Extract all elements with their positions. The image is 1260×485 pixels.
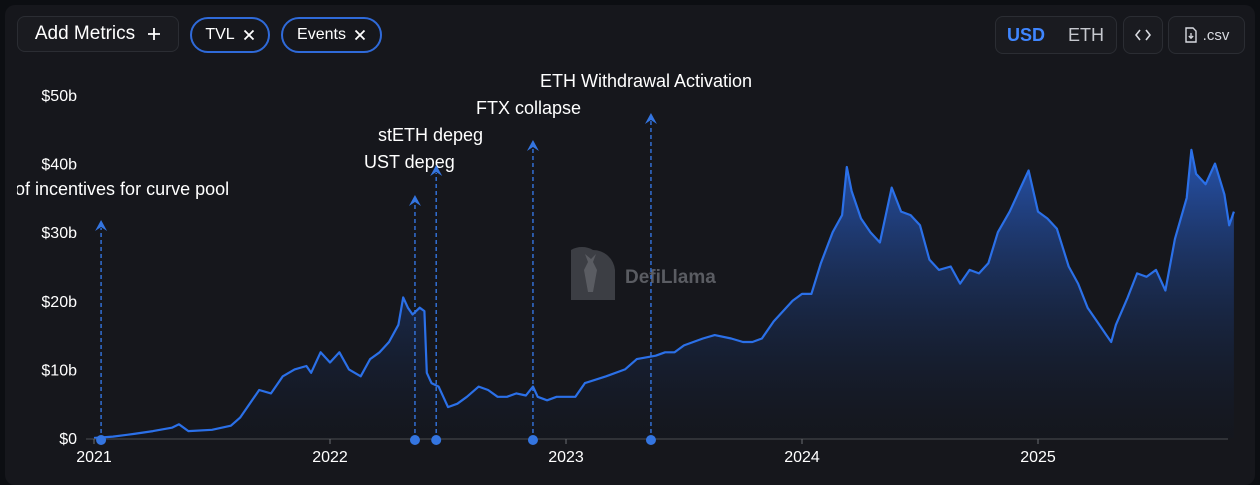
add-metrics-button[interactable]: Add Metrics (17, 16, 179, 52)
watermark: DefiLlama (571, 247, 716, 300)
watermark-text: DefiLlama (625, 267, 716, 288)
plot-area: 2021 2022 2023 2024 2025 $0 $10b $20b $30b $40b $5… (15, 71, 1235, 466)
event-arrow (95, 220, 108, 231)
close-icon[interactable] (354, 29, 366, 41)
embed-button[interactable] (1123, 16, 1163, 54)
event-arrow (644, 113, 657, 124)
y-tick-label: $40b (41, 157, 77, 174)
event-marker[interactable] (96, 435, 107, 445)
event-arrow (526, 140, 539, 151)
event-label: UST depeg (364, 152, 455, 172)
y-tick-label: $50b (41, 88, 77, 105)
tvl-line[interactable] (93, 148, 1235, 440)
x-tick-label: 2023 (548, 449, 584, 466)
event-marker[interactable] (431, 435, 442, 445)
metric-pill-events[interactable]: Events (281, 17, 382, 53)
x-tick-label: 2021 (76, 449, 112, 466)
metric-pill-label: TVL (205, 26, 235, 43)
y-tick-label: $30b (41, 225, 77, 242)
add-metrics-label: Add Metrics (34, 23, 136, 44)
x-tick-label: 2024 (784, 449, 820, 466)
close-icon[interactable] (243, 29, 255, 41)
download-csv-button[interactable]: .csv (1168, 16, 1245, 54)
event-arrow (430, 165, 443, 176)
event-label: of incentives for curve pool (15, 179, 229, 199)
y-tick-label: $10b (41, 362, 77, 379)
event-marker[interactable] (409, 435, 420, 445)
event-label: stETH depeg (378, 125, 483, 145)
y-tick-label: $0 (59, 431, 77, 448)
denomination-toggle: USD ETH (995, 16, 1117, 54)
metric-pill-tvl[interactable]: TVL (190, 17, 270, 53)
file-download-icon (1184, 27, 1197, 43)
y-tick-label: $20b (41, 294, 77, 311)
code-icon (1135, 29, 1151, 41)
denomination-eth-option[interactable]: ETH (1068, 24, 1104, 45)
metric-pill-label: Events (297, 26, 346, 43)
x-tick-label: 2025 (1020, 449, 1056, 466)
event-marker[interactable] (527, 435, 538, 445)
event-label: ETH Withdrawal Activation (540, 71, 752, 91)
csv-label: .csv (1202, 26, 1230, 44)
plus-icon (148, 28, 161, 40)
tvl-area (94, 149, 1234, 438)
denomination-usd-option[interactable]: USD (1006, 24, 1045, 45)
event-arrow (408, 195, 421, 206)
chart-toolbar: Add Metrics TVL Events USD ETH .csv (17, 16, 1245, 54)
event-label: FTX collapse (476, 98, 581, 118)
x-tick-label: 2022 (312, 449, 348, 466)
llama-logo-icon (571, 247, 615, 300)
event-marker[interactable] (645, 435, 656, 445)
